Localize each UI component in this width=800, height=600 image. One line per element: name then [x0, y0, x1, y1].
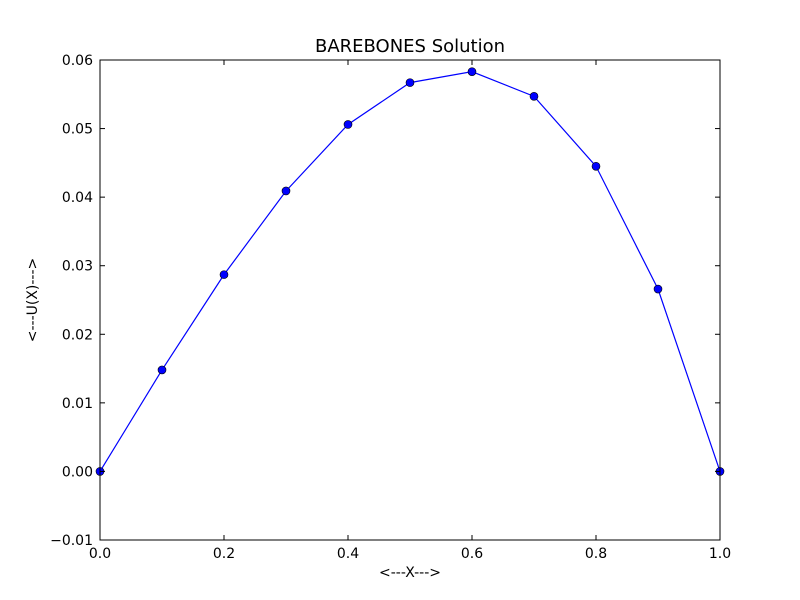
y-tick-label: 0.05: [62, 122, 93, 138]
x-tick-label: 1.0: [709, 546, 731, 562]
data-point: [219, 270, 229, 279]
data-point: [591, 161, 601, 171]
x-tick-label: 0.8: [585, 546, 607, 562]
plot-frame: [99, 59, 721, 541]
data-point: [157, 365, 167, 375]
x-tick-label: 0.4: [337, 546, 359, 562]
y-tick-label: −0.01: [50, 533, 93, 549]
y-tick-label: 0.03: [62, 259, 93, 275]
y-tick-label: 0.01: [62, 396, 93, 412]
data-point: [281, 186, 291, 196]
data-point: [467, 67, 477, 76]
data-point: [343, 120, 353, 129]
y-tick-label: 0.06: [62, 53, 93, 69]
y-tick-label: 0.02: [62, 327, 93, 343]
chart-title: BAREBONES Solution: [315, 36, 505, 57]
plot-area: 0.0 0.2 0.4 0.6 0.8 1.0 −0.01 0.00 0.01 0.02 0.03 0…: [50, 53, 731, 562]
x-tick-label: 0.0: [89, 546, 111, 562]
data-point: [653, 284, 663, 294]
y-tick-label: 0.04: [62, 190, 93, 206]
data-point: [529, 92, 539, 101]
data-point: [405, 78, 415, 87]
x-axis-label: <---X--->: [379, 565, 441, 581]
y-tick-label: 0.00: [62, 464, 93, 480]
x-tick-label: 0.2: [213, 546, 235, 562]
x-tick-label: 0.6: [461, 546, 483, 562]
y-axis-label: <---U(X)--->: [25, 258, 41, 343]
